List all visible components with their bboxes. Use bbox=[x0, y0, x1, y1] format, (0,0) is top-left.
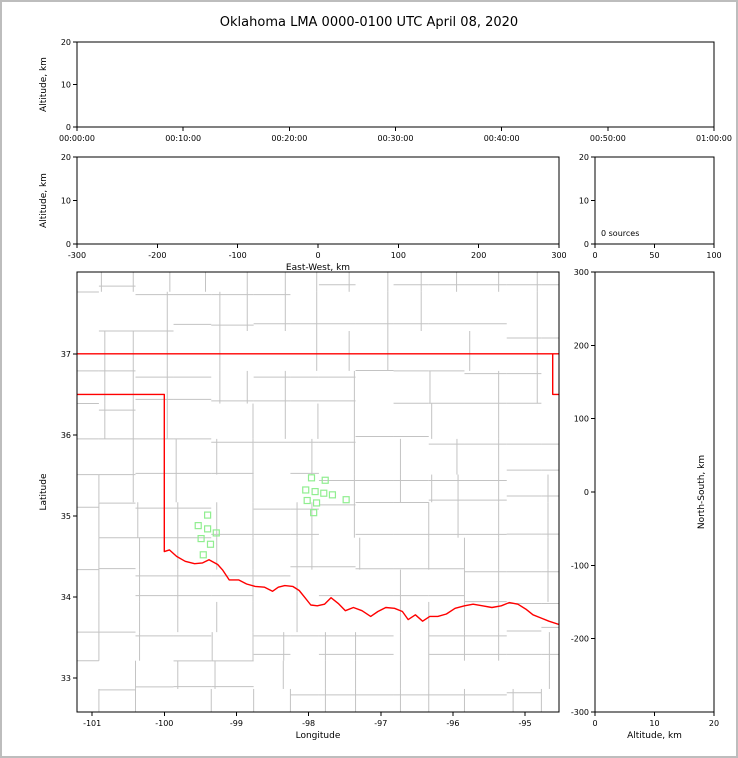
y-tick-label: 200 bbox=[574, 341, 589, 350]
y-tick-label: -100 bbox=[571, 561, 589, 570]
x-tick-label: 00:10:00 bbox=[165, 134, 201, 143]
x-axis-label: Longitude bbox=[296, 731, 341, 741]
x-tick-label: -99 bbox=[230, 719, 243, 728]
y-axis-label: Altitude, km bbox=[39, 173, 49, 228]
x-tick-label: 0 bbox=[592, 251, 597, 260]
x-tick-label: 01:00:00 bbox=[696, 134, 732, 143]
y-tick-label: 10 bbox=[579, 197, 589, 206]
station-marker bbox=[311, 487, 319, 496]
x-tick-label: 00:20:00 bbox=[271, 134, 307, 143]
figure-title: Oklahoma LMA 0000-0100 UTC April 08, 202… bbox=[219, 15, 519, 30]
y-tick-label: 20 bbox=[61, 38, 71, 47]
x-tick-label: 50 bbox=[649, 251, 659, 260]
lma-stations bbox=[194, 474, 350, 559]
x-tick-label: 0 bbox=[592, 719, 597, 728]
tick-marks bbox=[73, 156, 560, 248]
tick-labels: -300 -200 -100 0 100 200 300 0 10 20 bbox=[61, 153, 567, 260]
tick-marks bbox=[591, 271, 715, 716]
y-tick-label: 20 bbox=[61, 153, 71, 162]
y-tick-label: 0 bbox=[584, 240, 589, 249]
station-marker bbox=[307, 474, 316, 482]
x-tick-label: 20 bbox=[709, 719, 719, 728]
x-tick-label: -100 bbox=[229, 251, 247, 260]
panel-height-northsouth: 0 10 20 -300 -200 -100 0 100 200 300 Altitude, km N… bbox=[571, 268, 719, 741]
station-marker bbox=[212, 529, 220, 537]
y-tick-label: -300 bbox=[571, 708, 589, 717]
station-marker bbox=[312, 499, 321, 507]
county-boundaries bbox=[77, 272, 559, 712]
station-marker bbox=[321, 476, 329, 484]
y-tick-label: 20 bbox=[579, 153, 589, 162]
panel-plan-view-map: -101 -100 -99 -98 -97 -96 -95 33 34 35 36 37 Longitu… bbox=[39, 271, 560, 741]
state-border bbox=[77, 353, 559, 626]
x-tick-label: 0 bbox=[315, 251, 320, 260]
station-marker bbox=[342, 496, 350, 504]
tick-labels: 00:00:00 00:10:00 00:20:00 00:30:00 00:40:00… bbox=[59, 38, 732, 143]
panel-frame bbox=[76, 41, 715, 128]
y-tick-label: 100 bbox=[574, 415, 589, 424]
x-tick-label: -300 bbox=[68, 251, 86, 260]
station-marker bbox=[320, 489, 328, 497]
tick-labels: 0 10 20 -300 -200 -100 0 100 200 300 bbox=[571, 268, 719, 728]
panel-time-height: 00:00:00 00:10:00 00:20:00 00:30:00 00:40:00… bbox=[39, 38, 732, 143]
x-tick-label: -100 bbox=[155, 719, 173, 728]
y-tick-label: 35 bbox=[61, 512, 71, 521]
y-tick-label: 0 bbox=[584, 488, 589, 497]
x-tick-label: -98 bbox=[302, 719, 315, 728]
station-marker bbox=[199, 551, 207, 559]
y-tick-label: 10 bbox=[61, 81, 71, 90]
x-tick-label: -97 bbox=[374, 719, 387, 728]
station-marker bbox=[302, 486, 310, 494]
x-tick-label: 300 bbox=[551, 251, 566, 260]
panel-frame bbox=[76, 156, 560, 245]
tick-labels: -101 -100 -99 -98 -97 -96 -95 33 34 35 36 37 bbox=[61, 350, 532, 728]
station-marker bbox=[206, 540, 215, 548]
y-tick-label: 37 bbox=[61, 350, 71, 359]
panel-eastwest-height: -300 -200 -100 0 100 200 300 0 10 20 East-West, km… bbox=[39, 153, 567, 273]
x-tick-label: 00:00:00 bbox=[59, 134, 95, 143]
panel-source-histogram: 0 50 100 0 10 20 0 sources bbox=[579, 153, 722, 260]
y-axis-label: Latitude bbox=[39, 473, 49, 511]
map-layers bbox=[77, 272, 559, 712]
x-tick-label: 10 bbox=[649, 719, 659, 728]
tick-marks bbox=[591, 156, 715, 248]
x-tick-label: -96 bbox=[446, 719, 459, 728]
y-tick-label: 300 bbox=[574, 268, 589, 277]
tick-marks bbox=[73, 353, 526, 716]
y-tick-label: 0 bbox=[66, 123, 71, 132]
y-tick-label: -200 bbox=[571, 635, 589, 644]
x-axis-label: East-West, km bbox=[286, 263, 350, 273]
y-axis-label: North-South, km bbox=[697, 455, 707, 529]
panel-frame bbox=[76, 271, 560, 713]
x-tick-label: 100 bbox=[391, 251, 406, 260]
station-marker bbox=[310, 509, 318, 517]
x-tick-label: 200 bbox=[471, 251, 486, 260]
station-marker bbox=[194, 522, 202, 530]
x-tick-label: 00:30:00 bbox=[378, 134, 414, 143]
x-axis-label: Altitude, km bbox=[627, 731, 682, 741]
station-marker bbox=[303, 496, 311, 505]
y-tick-label: 34 bbox=[61, 593, 71, 602]
station-marker bbox=[204, 525, 212, 533]
x-tick-label: -95 bbox=[519, 719, 532, 728]
station-marker bbox=[328, 491, 337, 499]
x-tick-label: 100 bbox=[706, 251, 721, 260]
x-tick-label: -101 bbox=[83, 719, 101, 728]
x-tick-label: -200 bbox=[148, 251, 166, 260]
x-tick-label: 00:50:00 bbox=[590, 134, 626, 143]
y-tick-label: 0 bbox=[66, 240, 71, 249]
tick-labels: 0 50 100 0 10 20 bbox=[579, 153, 722, 260]
y-tick-label: 10 bbox=[61, 197, 71, 206]
y-axis-label: Altitude, km bbox=[39, 57, 49, 112]
y-tick-label: 33 bbox=[61, 674, 71, 683]
station-marker bbox=[197, 534, 205, 543]
y-tick-label: 36 bbox=[61, 431, 71, 440]
x-tick-label: 00:40:00 bbox=[484, 134, 520, 143]
tick-marks bbox=[73, 41, 715, 131]
source-count-annotation: 0 sources bbox=[601, 229, 639, 238]
station-marker bbox=[204, 511, 212, 519]
